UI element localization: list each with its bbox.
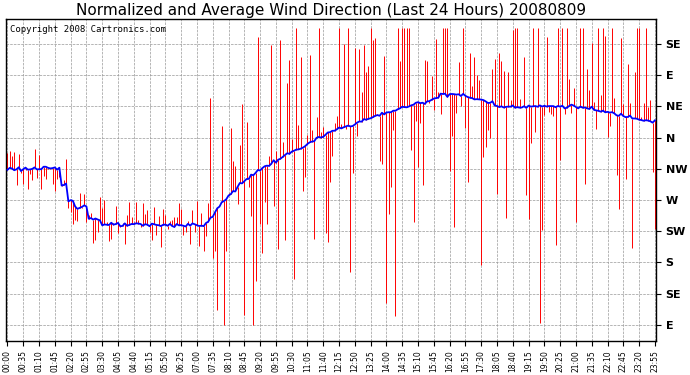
Title: Normalized and Average Wind Direction (Last 24 Hours) 20080809: Normalized and Average Wind Direction (L… bbox=[76, 3, 586, 18]
Text: Copyright 2008 Cartronics.com: Copyright 2008 Cartronics.com bbox=[10, 26, 166, 34]
